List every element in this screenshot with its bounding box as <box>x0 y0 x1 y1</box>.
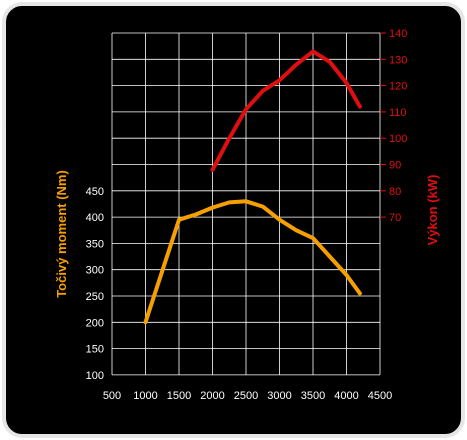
x-tick-label: 3000 <box>267 390 291 402</box>
chart-series <box>143 49 362 325</box>
x-tick-label: 1500 <box>167 390 191 402</box>
left-tick-label: 250 <box>86 291 104 303</box>
x-tick-label: 500 <box>103 390 121 402</box>
right-axis-title: Výkon (kW) <box>425 175 440 246</box>
right-tick-label: 70 <box>389 212 401 224</box>
left-tick-label: 200 <box>86 317 104 329</box>
x-tick-label: 2000 <box>200 390 224 402</box>
left-tick-label: 150 <box>86 344 104 356</box>
left-tick-label: 300 <box>86 265 104 277</box>
right-axis-ticks: 70 80 90 100 110 120 130 140 <box>380 28 407 224</box>
x-tick-label: 4000 <box>334 390 358 402</box>
left-axis-title: Točivý moment (Nm) <box>54 170 69 298</box>
x-tick-label: 2500 <box>234 390 258 402</box>
right-tick-label: 80 <box>389 186 401 198</box>
right-tick-label: 130 <box>389 54 407 66</box>
x-tick-label: 4500 <box>368 390 392 402</box>
power-line <box>210 49 362 172</box>
right-tick-label: 140 <box>389 28 407 40</box>
right-tick-label: 100 <box>389 133 407 145</box>
x-axis-ticks: 500 1000 1500 2000 2500 3000 3500 4000 4500 <box>103 390 392 402</box>
left-axis-ticks: 100 150 200 250 300 350 400 450 <box>86 186 104 382</box>
left-tick-label: 450 <box>86 186 104 198</box>
right-tick-label: 110 <box>389 107 407 119</box>
torque-line <box>143 199 362 325</box>
left-tick-label: 350 <box>86 238 104 250</box>
left-tick-label: 400 <box>86 212 104 224</box>
x-tick-label: 3500 <box>301 390 325 402</box>
right-tick-label: 90 <box>389 160 401 172</box>
right-tick-label: 120 <box>389 81 407 93</box>
left-tick-label: 100 <box>86 370 104 382</box>
chart-grid <box>111 32 381 376</box>
x-tick-label: 1000 <box>133 390 157 402</box>
